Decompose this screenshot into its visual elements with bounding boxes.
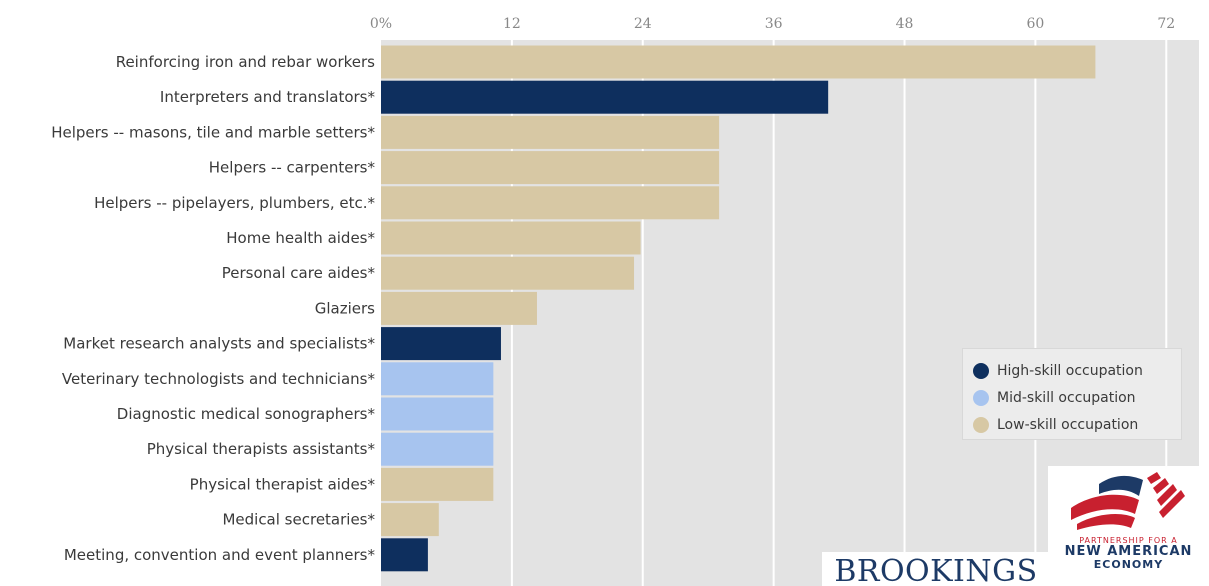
category-label: Home health aides* [226, 229, 375, 247]
category-label: Reinforcing iron and rebar workers [116, 53, 375, 71]
bar [381, 221, 641, 255]
flag-icon [1070, 472, 1185, 530]
x-tick-label: 60 [1026, 16, 1044, 32]
legend-item-mid: Mid-skill occupation [973, 384, 1173, 411]
category-label: Physical therapists assistants* [147, 440, 376, 458]
legend-swatch-mid [973, 389, 989, 406]
category-label: Helpers -- masons, tile and marble sette… [51, 123, 375, 141]
bar [381, 467, 494, 501]
category-label: Interpreters and translators* [160, 88, 376, 106]
bar [381, 327, 501, 361]
legend-swatch-high [973, 362, 989, 379]
category-label: Glaziers [315, 299, 375, 317]
category-label: Market research analysts and specialists… [63, 335, 375, 353]
x-tick-label: 24 [634, 16, 652, 32]
legend-item-high: High-skill occupation [973, 357, 1173, 384]
category-label: Diagnostic medical sonographers* [117, 405, 376, 423]
category-label: Personal care aides* [222, 264, 376, 282]
new-american-economy-logo: PARTNERSHIP FOR A NEW AMERICAN ECONOMY [1048, 466, 1209, 586]
bar [381, 503, 439, 537]
category-label: Veterinary technologists and technicians… [62, 370, 376, 388]
category-label: Meeting, convention and event planners* [64, 546, 376, 564]
category-label: Physical therapist aides* [190, 475, 376, 493]
x-tick-label: 72 [1157, 16, 1175, 32]
bar [381, 151, 720, 185]
bar [381, 80, 829, 114]
chart-legend: High-skill occupation Mid-skill occupati… [962, 348, 1182, 440]
legend-swatch-low [973, 416, 989, 433]
nae-logo-line1: PARTNERSHIP FOR A [1079, 536, 1178, 545]
bar [381, 186, 720, 220]
bar [381, 291, 537, 325]
legend-label-mid: Mid-skill occupation [997, 389, 1136, 406]
x-tick-label: 0% [370, 16, 392, 32]
brookings-logo: BROOKINGS [822, 552, 1050, 586]
nae-logo-line2: NEW AMERICAN [1064, 544, 1193, 559]
x-tick-label: 12 [503, 16, 521, 32]
legend-item-low: Low-skill occupation [973, 411, 1173, 438]
bar [381, 256, 635, 290]
nae-logo-line3: ECONOMY [1093, 558, 1164, 571]
bar [381, 45, 1096, 79]
bar [381, 432, 494, 466]
bar [381, 115, 720, 149]
category-label: Helpers -- carpenters* [209, 159, 376, 177]
x-tick-label: 48 [896, 16, 914, 32]
bar [381, 397, 494, 431]
category-label: Helpers -- pipelayers, plumbers, etc.* [94, 194, 375, 212]
legend-label-low: Low-skill occupation [997, 416, 1139, 433]
legend-label-high: High-skill occupation [997, 362, 1143, 379]
bar [381, 362, 494, 396]
category-label: Medical secretaries* [222, 511, 375, 529]
bar [381, 538, 428, 572]
x-tick-label: 36 [765, 16, 783, 32]
